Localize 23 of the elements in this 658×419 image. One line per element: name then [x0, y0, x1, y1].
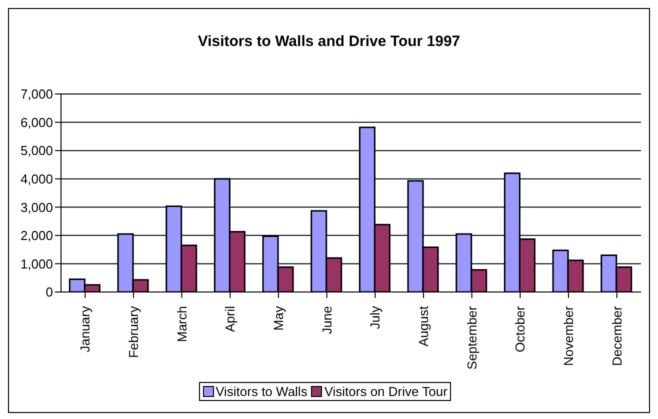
- legend-label: Visitors on Drive Tour: [324, 384, 448, 399]
- y-tick-label: 5,000: [20, 143, 53, 158]
- y-tick-label: 7,000: [20, 86, 53, 102]
- x-tick-label: May: [271, 306, 286, 331]
- legend-label: Visitors to Walls: [216, 384, 308, 399]
- y-tick-label: 1,000: [20, 256, 53, 272]
- x-tick-label: April: [222, 306, 238, 332]
- x-tick-label: September: [464, 305, 480, 370]
- chart-title: Visitors to Walls and Drive Tour 1997: [196, 33, 462, 50]
- y-tick-label: 0: [46, 284, 53, 300]
- x-tick-label: December: [609, 305, 624, 366]
- y-tick-label: 2,000: [20, 228, 53, 244]
- x-tick-label: February: [126, 306, 141, 358]
- x-tick-label: March: [174, 306, 190, 342]
- y-tick-label: 4,000: [20, 171, 53, 186]
- y-tick-label: 6,000: [20, 114, 53, 130]
- x-tick-label: November: [561, 305, 576, 366]
- x-tick-label: August: [416, 306, 431, 346]
- x-tick-label: January: [78, 306, 93, 352]
- x-tick-label: October: [512, 305, 528, 352]
- x-tick-label: July: [368, 306, 383, 330]
- y-tick-label: 3,000: [20, 200, 53, 215]
- x-tick-label: June: [319, 306, 334, 334]
